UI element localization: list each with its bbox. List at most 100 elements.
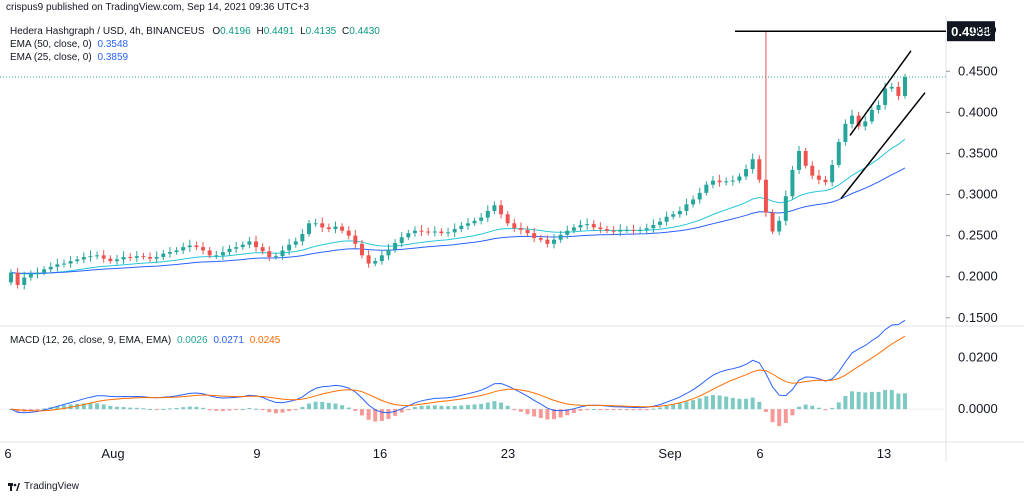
macd-hist-bar [485,402,490,410]
macd-hist-bar [439,405,444,410]
macd-legend: MACD (12, 26, close, 9, EMA, EMA) 0.0026… [10,334,280,347]
price-axis: 0.4500 0.4000 0.3500 0.3000 0.2500 0.2000 0.15… [946,63,998,325]
macd-axis: 0.0200 0.0000 [0,350,998,416]
macd-hist-bar [505,405,510,410]
candle-body [505,214,510,224]
candle-body [194,245,199,248]
macd-hist-bar [373,409,378,422]
candle-body [101,255,106,259]
macd-hist-bar [856,391,861,410]
candle-body [114,259,119,262]
candle-body [605,229,609,231]
candle-body [485,210,490,218]
macd-hist-bar [512,409,517,411]
candle-body [181,247,186,251]
macd-hist-bar [167,408,172,410]
candle-body [750,159,755,170]
macd-hist-bar [545,409,550,420]
macd-hist-bar [88,403,93,410]
macd-hist-bar [280,409,285,413]
macd-hist-bar [273,409,278,414]
macd-hist-bar [578,409,583,411]
candle-body [187,245,192,248]
macd-hist-bar [75,403,80,410]
low-label: L [300,26,306,37]
macd-hist-bar [234,409,239,411]
candle-body [333,226,338,230]
tradingview-brand[interactable]: TradingView [8,481,79,492]
macd-hist-bar [598,409,603,411]
candle-body [737,176,742,181]
candle-body [141,256,146,258]
macd-hist-bar [108,405,113,410]
macd-hist-bar [770,409,775,423]
candle-body [439,231,444,234]
time-tick-label: 13 [877,446,891,461]
macd-hist-bar [472,404,477,410]
macd-hist-bar [651,408,656,410]
macd-hist-bar [393,409,398,416]
candle-body [234,247,239,249]
macd-hist-bar [247,408,252,410]
candle-body [240,244,245,248]
candle-body [68,261,73,264]
macd-hist-bar [499,402,504,410]
macd-hist-bar [889,390,894,410]
candle-body [797,150,802,170]
candle-body [538,238,543,240]
macd-hist-bar [836,402,841,410]
candle-body [472,220,477,224]
macd-hist-bar [757,401,762,410]
candle-body [591,224,596,228]
candle-body [889,86,894,89]
macd-hist-bar [28,409,33,411]
macd-hist-bar [763,409,768,412]
macd-hist-bar [121,407,126,410]
time-tick-label: Sep [658,446,681,461]
publisher-caption: crispus9 published on TradingView.com, S… [6,2,310,13]
candle-body [273,256,278,258]
macd-hist-bar [161,408,166,410]
candle-body [81,256,86,260]
candle-body [598,227,603,230]
candle-body [22,277,27,285]
candle-body [757,159,762,180]
candle-body [446,232,451,234]
price-tick-label: 0.2000 [958,269,998,284]
macd-hist-bar [254,408,259,410]
candle-body [631,229,636,231]
candle-body [247,241,252,245]
macd-hist-bar [896,393,901,410]
macd-hist-bar [863,392,868,410]
symbol-name: Hedera Hashgraph / USD, 4h, BINANCEUS [10,26,205,37]
macd-hist-bar [412,407,417,410]
macd-hist-bar [697,398,702,410]
macd-hist-bar [565,409,570,416]
macd-tick-label: 0.0200 [958,350,998,365]
candle-body [763,179,768,213]
candle-body [532,233,537,239]
macd-hist-bar [691,400,696,410]
macd-hist-bar [558,409,563,418]
candle-body [55,264,60,267]
ema50-label: EMA (50, close, 0) [10,39,92,50]
macd-hist-bar [777,409,782,427]
macd-hist-bar [353,409,358,411]
macd-hist-bar [214,409,219,411]
candle-body [618,229,623,232]
price-tick-label: 0.2500 [958,228,998,243]
candle-body [876,104,881,110]
candle-body [816,175,821,180]
candle-body [95,255,100,257]
ema25-line [10,138,906,275]
macd-hist-bar [260,409,265,411]
open-value: 0.4196 [220,26,251,37]
candle-body [393,243,398,250]
candle-body [710,180,715,185]
candle-body [558,234,563,240]
macd-hist-bar [638,409,643,411]
open-label: O [212,26,221,37]
macd-hist-bar [154,409,159,411]
macd-hist-bar [591,409,596,411]
